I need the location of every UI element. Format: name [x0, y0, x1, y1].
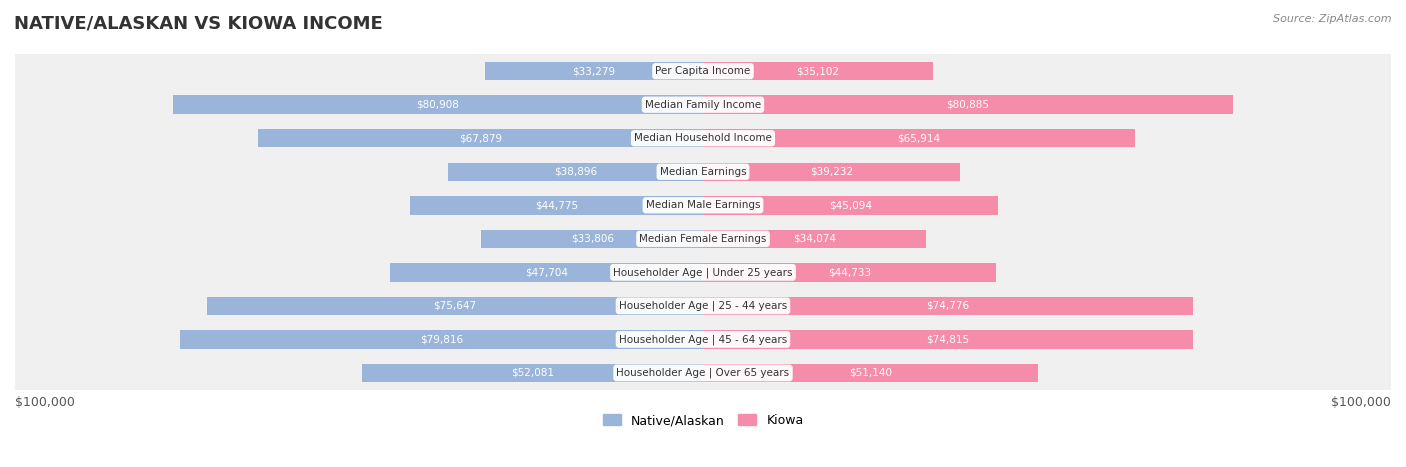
- Text: $74,776: $74,776: [927, 301, 970, 311]
- Text: $74,815: $74,815: [927, 334, 970, 345]
- Bar: [409, 196, 703, 214]
- Bar: [449, 163, 703, 181]
- Bar: [481, 230, 703, 248]
- Bar: [703, 297, 1192, 315]
- Bar: [703, 330, 1194, 349]
- Text: Median Earnings: Median Earnings: [659, 167, 747, 177]
- Text: $34,074: $34,074: [793, 234, 837, 244]
- Bar: [15, 88, 1391, 121]
- Text: $44,733: $44,733: [828, 267, 872, 277]
- Bar: [15, 121, 1391, 155]
- Text: Median Family Income: Median Family Income: [645, 99, 761, 110]
- Bar: [485, 62, 703, 80]
- Bar: [15, 323, 1391, 356]
- Text: $100,000: $100,000: [1331, 396, 1391, 410]
- Text: $100,000: $100,000: [15, 396, 75, 410]
- Bar: [15, 222, 1391, 255]
- Bar: [703, 163, 960, 181]
- Text: $33,806: $33,806: [571, 234, 614, 244]
- Text: $80,885: $80,885: [946, 99, 990, 110]
- Text: $45,094: $45,094: [830, 200, 872, 210]
- Bar: [207, 297, 703, 315]
- Legend: Native/Alaskan, Kiowa: Native/Alaskan, Kiowa: [598, 409, 808, 432]
- Text: $35,102: $35,102: [797, 66, 839, 76]
- Bar: [180, 330, 703, 349]
- Bar: [703, 129, 1135, 148]
- Text: Householder Age | Over 65 years: Householder Age | Over 65 years: [616, 368, 790, 378]
- Bar: [703, 230, 927, 248]
- Text: $44,775: $44,775: [534, 200, 578, 210]
- Bar: [15, 289, 1391, 323]
- Bar: [15, 255, 1391, 289]
- Text: Median Household Income: Median Household Income: [634, 133, 772, 143]
- Text: $75,647: $75,647: [433, 301, 477, 311]
- Text: Per Capita Income: Per Capita Income: [655, 66, 751, 76]
- Bar: [173, 95, 703, 114]
- Bar: [703, 95, 1233, 114]
- Bar: [15, 54, 1391, 88]
- Bar: [15, 155, 1391, 189]
- Text: Median Female Earnings: Median Female Earnings: [640, 234, 766, 244]
- Text: $79,816: $79,816: [420, 334, 463, 345]
- Bar: [703, 263, 995, 282]
- Text: $38,896: $38,896: [554, 167, 598, 177]
- Text: NATIVE/ALASKAN VS KIOWA INCOME: NATIVE/ALASKAN VS KIOWA INCOME: [14, 14, 382, 32]
- Bar: [391, 263, 703, 282]
- Bar: [259, 129, 703, 148]
- Text: $65,914: $65,914: [897, 133, 941, 143]
- Text: Median Male Earnings: Median Male Earnings: [645, 200, 761, 210]
- Bar: [361, 364, 703, 382]
- Bar: [703, 62, 934, 80]
- Text: $51,140: $51,140: [849, 368, 891, 378]
- Bar: [15, 189, 1391, 222]
- Bar: [703, 364, 1038, 382]
- Text: $47,704: $47,704: [526, 267, 568, 277]
- Text: $33,279: $33,279: [572, 66, 616, 76]
- Text: $67,879: $67,879: [458, 133, 502, 143]
- Text: $80,908: $80,908: [416, 99, 460, 110]
- Text: $52,081: $52,081: [510, 368, 554, 378]
- Text: Householder Age | 25 - 44 years: Householder Age | 25 - 44 years: [619, 301, 787, 311]
- Bar: [703, 196, 998, 214]
- Text: Householder Age | Under 25 years: Householder Age | Under 25 years: [613, 267, 793, 277]
- Text: $39,232: $39,232: [810, 167, 853, 177]
- Text: Householder Age | 45 - 64 years: Householder Age | 45 - 64 years: [619, 334, 787, 345]
- Bar: [15, 356, 1391, 390]
- Text: Source: ZipAtlas.com: Source: ZipAtlas.com: [1274, 14, 1392, 24]
